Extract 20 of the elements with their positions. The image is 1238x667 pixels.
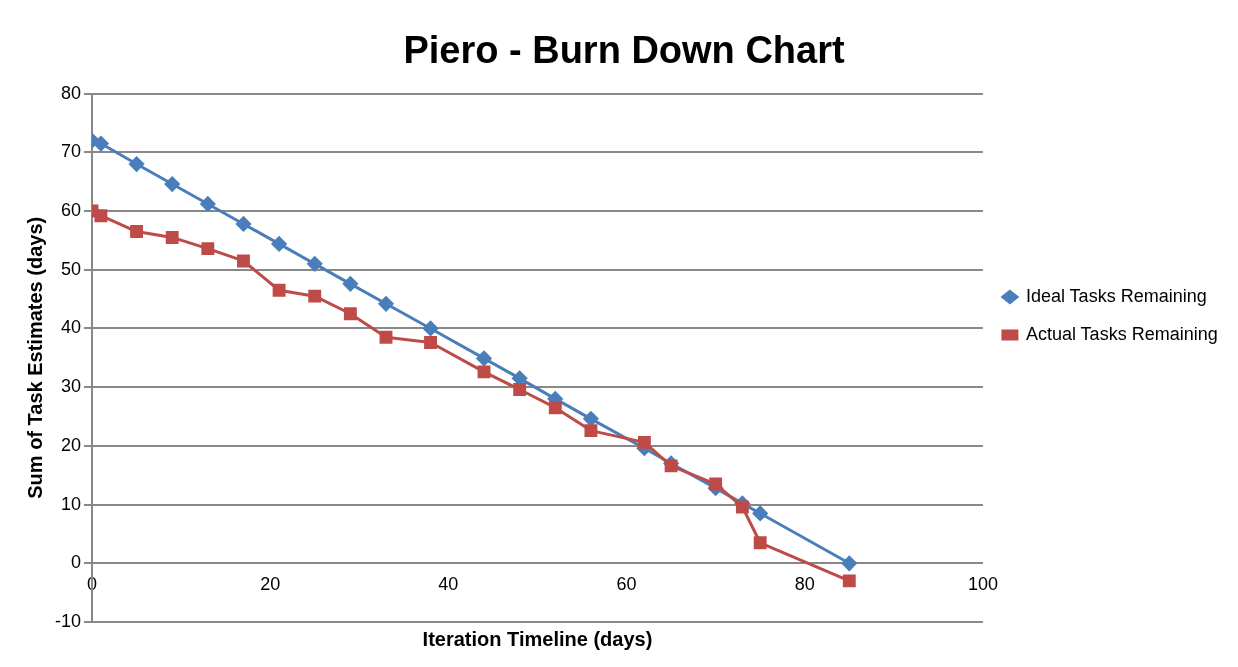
x-tick-label: 100 (967, 574, 998, 595)
y-tick-label: 40 (60, 317, 82, 338)
y-tick-label: 60 (60, 199, 82, 220)
x-tick-label: 40 (438, 574, 459, 595)
y-tick-label: 30 (60, 376, 82, 397)
y-tick-label: -10 (55, 610, 82, 631)
y-tick-label: 10 (60, 493, 82, 514)
legend-label: Ideal Tasks Remaining (1025, 285, 1207, 306)
y-tick-label: 50 (60, 258, 82, 279)
y-axis-title: Sum of Task Estimates (days) (23, 216, 46, 499)
y-tick-label: 70 (60, 141, 82, 162)
y-tick-label: 80 (60, 82, 82, 103)
x-tick-label: 20 (260, 574, 281, 595)
x-tick-label: 80 (794, 574, 815, 595)
x-axis-title: Iteration Timeline (days) (422, 627, 653, 650)
legend-label: Actual Tasks Remaining (1025, 323, 1218, 344)
x-tick-label: 60 (616, 574, 637, 595)
y-tick-label: 20 (60, 434, 82, 455)
y-tick-label: 0 (71, 552, 82, 573)
chart-title: Piero - Burn Down Chart (403, 29, 845, 72)
